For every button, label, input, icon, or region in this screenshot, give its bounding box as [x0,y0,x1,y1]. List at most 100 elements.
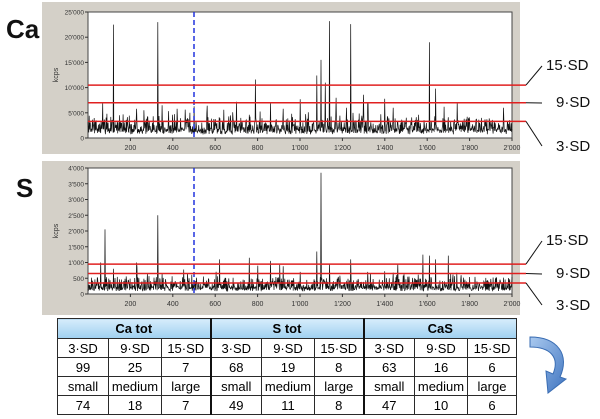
table-cell: 8 [314,357,364,377]
y-tick-label: 0 [80,136,84,143]
table-cell: 15·SD [467,338,517,358]
table-cell: 7 [161,357,211,377]
x-tick-label: 1'000 [292,301,309,308]
table-cell: small [209,376,262,396]
x-tick-label: 1'400 [376,145,393,152]
table-sd-header-row: 3·SD 9·SD 15·SD 3·SD 9·SD 15·SD 3·SD 9·S… [57,338,517,358]
table-cell: 7 [161,395,211,415]
table-cell: large [161,376,211,396]
x-tick-label: 1'400 [376,301,393,308]
table-cell: 16 [414,357,468,377]
y-tick-label: 2'000 [68,229,84,236]
table-cell: small [362,376,415,396]
table-cell: 63 [362,357,415,377]
x-tick-label: 1'200 [334,145,351,152]
x-tick-label: 1'600 [419,145,436,152]
y-tick-label: 3'500 [68,181,84,188]
y-tick-label: 2'500 [68,213,84,220]
table-cell: 10 [414,395,468,415]
s-chart: 0 500 1'000 1'500 2'000 2'500 3'000 3'500 4'000 2… [42,161,543,315]
table-cell: 3·SD [362,338,415,358]
table-cell: 18 [108,395,162,415]
s-label-3sd: 3·SD [556,297,591,314]
y-tick-label: 1'500 [68,244,84,251]
y-tick-label: 20'000 [65,35,85,42]
signal-trace [87,21,513,135]
group-header-ca-tot: Ca tot [57,318,211,339]
y-tick-label: 10'000 [65,85,85,92]
table-cell: large [314,376,364,396]
table-size-count-row: 74 18 7 49 11 8 47 10 6 [57,395,517,415]
table-cell: 49 [209,395,262,415]
y-tick-label: 15'000 [65,60,85,67]
table-cell: medium [108,376,162,396]
stats-table: Ca tot S tot CaS 3·SD 9·SD 15·SD 3·SD 9·… [57,318,517,415]
table-cell: 15·SD [314,338,364,358]
table-cell: 11 [261,395,315,415]
table-cell: 19 [261,357,315,377]
s-label-9sd: 9·SD [556,265,591,282]
table-cell: 6 [467,357,517,377]
ca-label-15sd: 15·SD [546,57,589,74]
signal-trace [87,172,513,293]
x-tick-label: 400 [167,145,179,152]
s-label-15sd: 15·SD [546,232,589,249]
x-tick-label: 1'200 [334,301,351,308]
table-cell: 99 [57,357,109,377]
table-size-header-row: small medium large small medium large sm… [57,376,517,396]
table-cell: 68 [209,357,262,377]
x-tick-label: 1'600 [419,301,436,308]
table-cell: medium [261,376,315,396]
ca-label-9sd: 9·SD [556,94,591,111]
y-axis-label: kcps [53,67,60,82]
ca-label-3sd: 3·SD [556,138,591,155]
x-tick-label: 1'800 [461,145,478,152]
x-tick-label: 800 [252,145,264,152]
y-tick-label: 0 [80,292,84,299]
x-tick-label: 1'000 [292,145,309,152]
table-cell: 3·SD [209,338,262,358]
x-tick-label: 400 [167,301,179,308]
threshold-connector [525,65,543,86]
table-cell: 25 [108,357,162,377]
curved-arrow-icon [529,336,568,394]
x-tick-label: 200 [125,301,137,308]
threshold-connector [525,121,543,147]
table-cell: 9·SD [261,338,315,358]
group-header-s-tot: S tot [209,318,364,339]
ca-chart: 0 5'000 10'000 15'000 20'000 25'000 200 400 600 8… [42,2,543,154]
table-cell: 8 [314,395,364,415]
y-tick-label: 1'000 [68,260,84,267]
x-tick-label: 200 [125,145,137,152]
table-cell: 3·SD [57,338,109,358]
table-group-header-row: Ca tot S tot CaS [57,318,517,339]
table-cell: 74 [57,395,109,415]
x-tick-label: 1'800 [461,301,478,308]
y-axis-label: kcps [53,223,60,238]
table-cell: 47 [362,395,415,415]
table-cell: 6 [467,395,517,415]
x-tick-label: 800 [252,301,264,308]
threshold-connector [525,282,543,306]
table-cell: 9·SD [414,338,468,358]
x-tick-label: 600 [209,301,221,308]
s-element-label: S [16,173,34,203]
table-cell: 15·SD [161,338,211,358]
y-tick-label: 25'000 [65,10,85,17]
y-tick-label: 4'000 [68,166,84,173]
ca-element-label: Ca [6,14,40,44]
y-tick-label: 500 [73,276,84,283]
x-tick-label: 2'000 [504,301,521,308]
threshold-connector [525,240,543,265]
group-header-cas: CaS [362,318,517,339]
table-cell: 9·SD [108,338,162,358]
x-tick-label: 2'000 [504,145,521,152]
y-tick-label: 3'000 [68,197,84,204]
x-tick-label: 600 [209,145,221,152]
y-tick-label: 5'000 [68,110,84,117]
table-cell: medium [414,376,468,396]
table-sd-count-row: 99 25 7 68 19 8 63 16 6 [57,357,517,377]
table-cell: large [467,376,517,396]
table-cell: small [57,376,109,396]
